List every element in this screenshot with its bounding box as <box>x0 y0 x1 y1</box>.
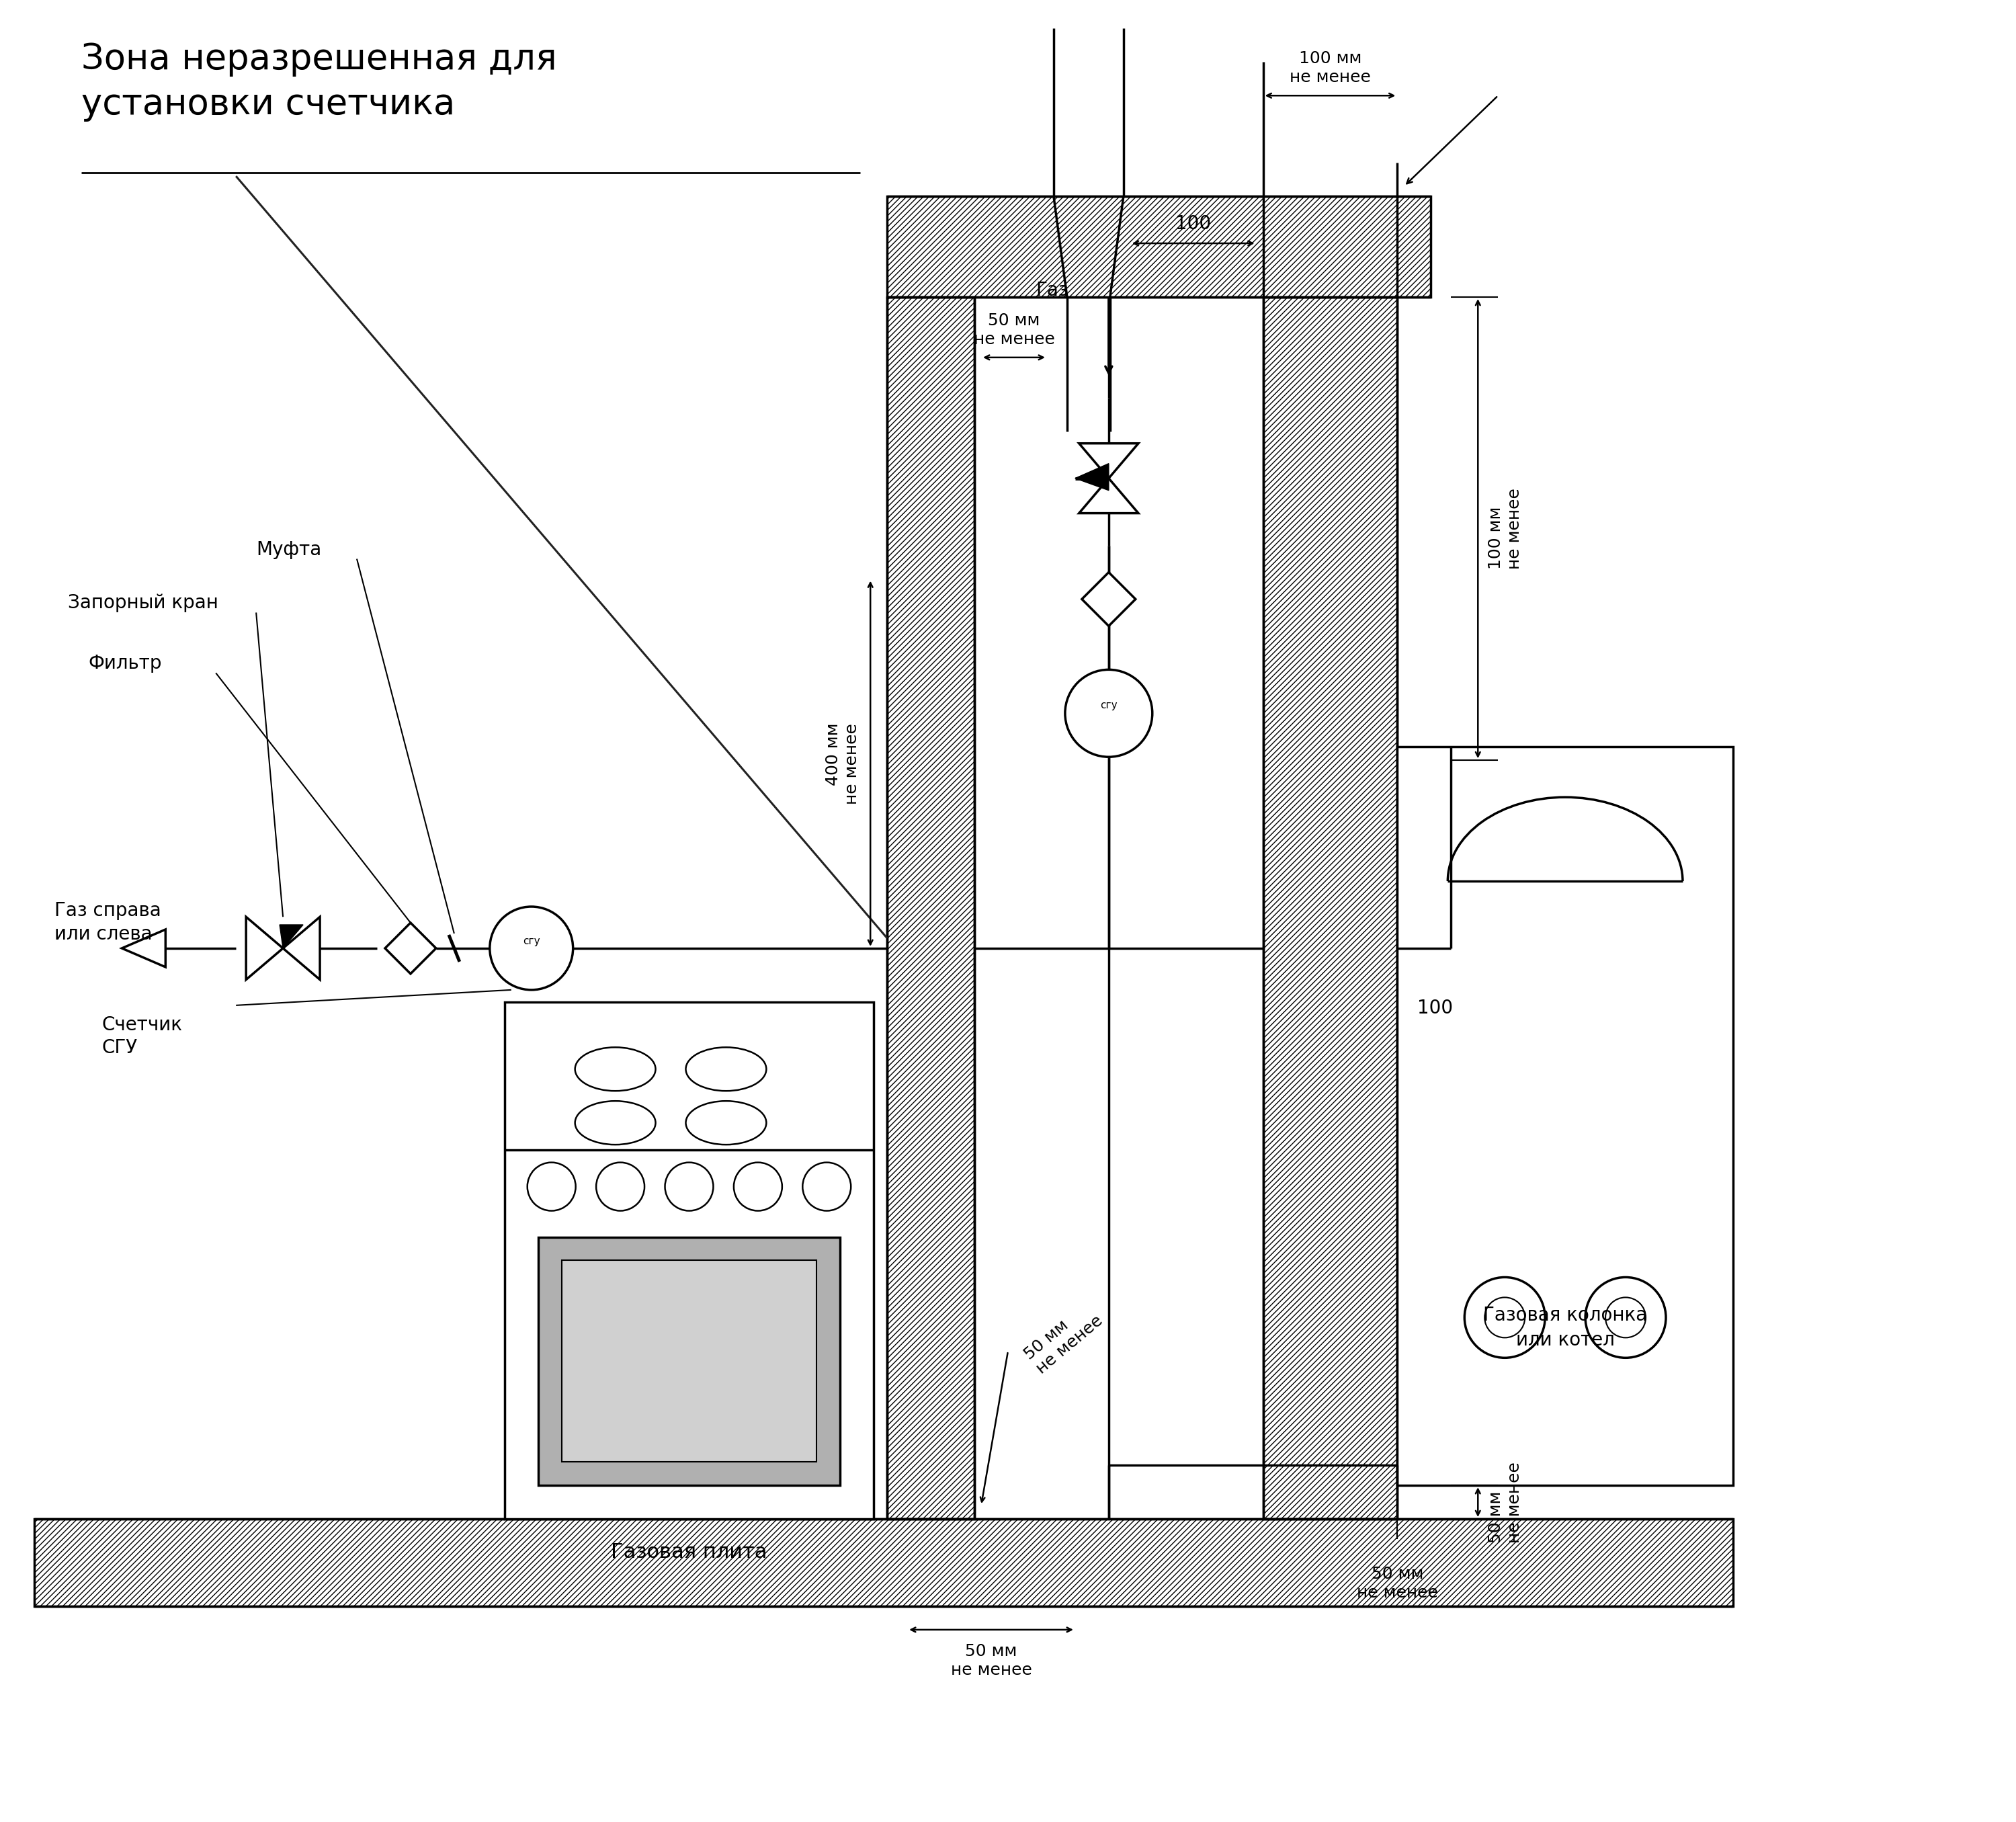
Polygon shape <box>246 916 282 980</box>
Text: 400 мм
не менее: 400 мм не менее <box>825 723 861 804</box>
Text: 100 мм
не менее: 100 мм не менее <box>1290 51 1371 86</box>
Text: 100: 100 <box>1175 215 1212 233</box>
Text: Муфта: Муфта <box>256 539 321 559</box>
Text: 100: 100 <box>1417 998 1454 1017</box>
Text: 50 мм
не менее: 50 мм не менее <box>952 1643 1032 1678</box>
Text: Счетчик
СГУ: Счетчик СГУ <box>101 1015 181 1057</box>
Text: сгу: сгу <box>522 937 540 947</box>
Ellipse shape <box>575 1048 655 1091</box>
Text: сгу: сгу <box>1101 700 1117 711</box>
Circle shape <box>734 1162 782 1212</box>
Circle shape <box>1585 1277 1665 1357</box>
Circle shape <box>528 1162 577 1212</box>
Polygon shape <box>1079 443 1139 479</box>
Circle shape <box>597 1162 645 1212</box>
Text: 50 мм
не менее: 50 мм не менее <box>1357 1565 1437 1602</box>
Circle shape <box>1484 1297 1524 1337</box>
Bar <box>1085 714 1133 734</box>
Circle shape <box>665 1162 714 1212</box>
Ellipse shape <box>575 1100 655 1144</box>
Polygon shape <box>282 916 321 980</box>
Text: 50 мм
не менее: 50 мм не менее <box>974 313 1054 348</box>
Text: Газ: Газ <box>1036 281 1068 299</box>
Circle shape <box>802 1162 851 1212</box>
Bar <box>1397 747 1734 1485</box>
Bar <box>887 297 974 1520</box>
Circle shape <box>1464 1277 1544 1357</box>
Text: Газовая плита: Газовая плита <box>611 1543 768 1561</box>
Ellipse shape <box>685 1100 766 1144</box>
Text: 100 мм
не менее: 100 мм не менее <box>1488 488 1522 568</box>
Text: Запорный кран: Запорный кран <box>69 594 218 612</box>
Polygon shape <box>280 926 302 947</box>
Text: Фильтр: Фильтр <box>89 654 161 672</box>
Text: Зона неразрешенная для
установки счетчика: Зона неразрешенная для установки счетчик… <box>81 42 556 122</box>
Circle shape <box>490 907 573 989</box>
Text: 50 мм
не менее: 50 мм не менее <box>1488 1461 1522 1543</box>
Polygon shape <box>1083 572 1135 627</box>
Circle shape <box>1064 670 1153 756</box>
Bar <box>504 1002 873 1520</box>
Text: Газ справа
или слева: Газ справа или слева <box>54 902 161 944</box>
Text: 50 мм
не менее: 50 мм не менее <box>1022 1299 1107 1377</box>
Circle shape <box>1605 1297 1645 1337</box>
Bar <box>887 197 1431 297</box>
Ellipse shape <box>685 1048 766 1091</box>
Bar <box>538 1237 841 1485</box>
Bar <box>508 949 554 969</box>
Bar <box>1264 297 1397 1520</box>
Bar <box>562 1261 816 1461</box>
Bar <box>34 1520 1734 1607</box>
Polygon shape <box>385 922 435 973</box>
Polygon shape <box>1079 479 1139 514</box>
Polygon shape <box>1075 463 1109 490</box>
Text: Газовая колонка
или котел: Газовая колонка или котел <box>1484 1306 1647 1350</box>
